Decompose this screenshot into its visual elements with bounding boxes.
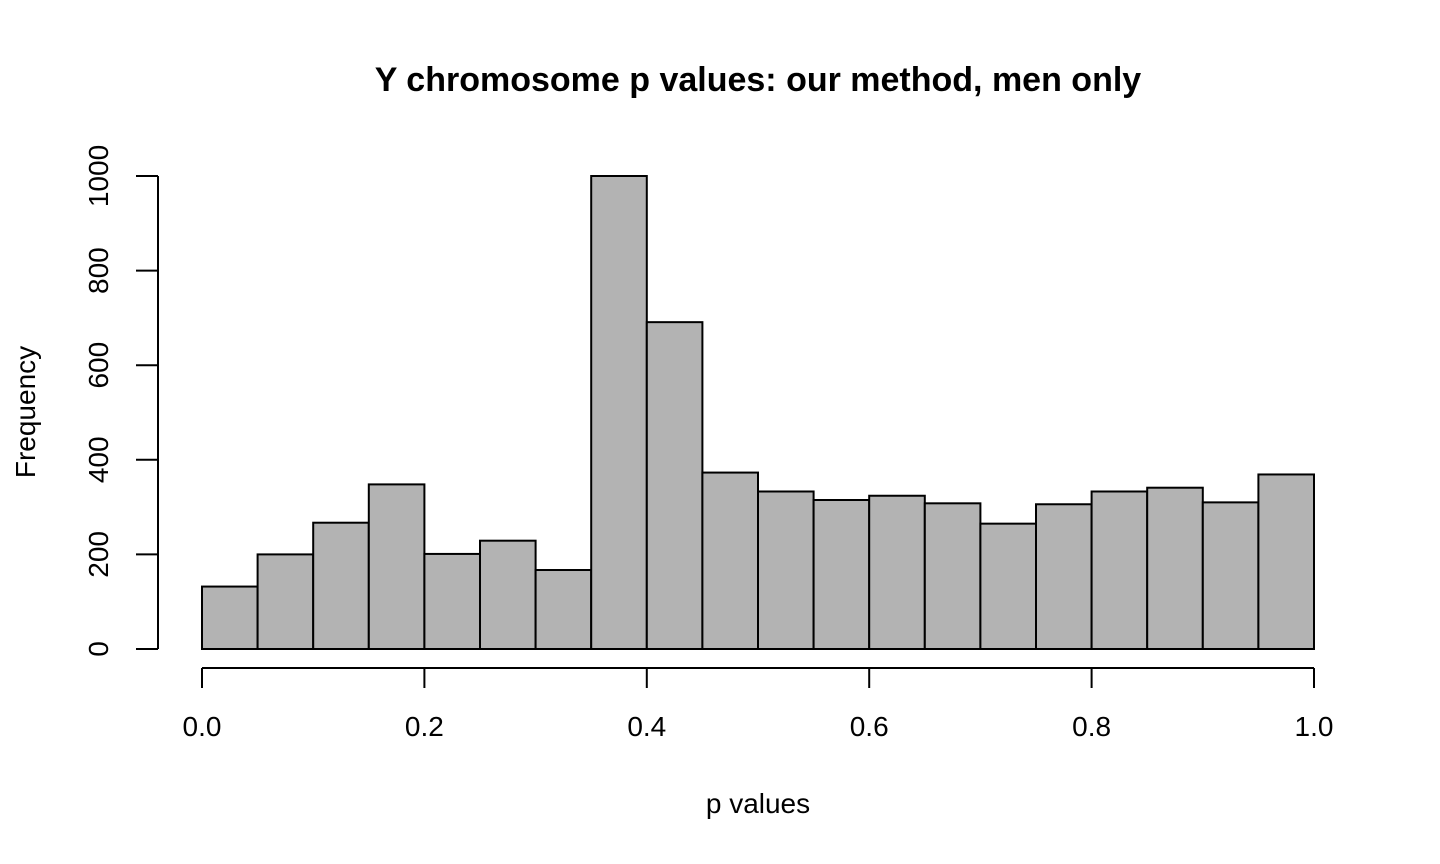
histogram-bar — [423, 552, 481, 650]
histogram-bar — [757, 490, 815, 650]
y-tick-label: 800 — [83, 247, 114, 294]
histogram-bar — [479, 539, 537, 650]
y-tick-label: 0 — [83, 641, 114, 657]
bars-group — [201, 175, 1316, 651]
x-tick-label: 0.0 — [183, 711, 222, 742]
x-axis-title: p values — [706, 788, 810, 819]
histogram-bar — [367, 483, 426, 650]
y-tick-label: 400 — [83, 436, 114, 483]
x-tick-label: 1.0 — [1295, 711, 1334, 742]
histogram-bar — [701, 471, 760, 651]
histogram-bar — [312, 521, 370, 650]
histogram-bar — [201, 585, 259, 651]
histogram-bar — [1146, 486, 1204, 650]
x-axis: 0.0 0.2 0.4 0.6 0.8 1.0 — [183, 667, 1334, 742]
histogram-bar — [923, 502, 982, 651]
y-tick-label: 1000 — [83, 145, 114, 207]
histogram-bar — [590, 175, 648, 650]
histogram-bar — [812, 499, 871, 650]
y-axis-title: Frequency — [10, 346, 41, 478]
histogram-bar — [1257, 473, 1316, 651]
histogram-bar — [1201, 501, 1260, 650]
histogram-bar — [868, 494, 926, 650]
y-axis: 0 200 400 600 800 1000 — [83, 145, 159, 657]
x-tick-label: 0.4 — [627, 711, 666, 742]
x-tick-label: 0.6 — [850, 711, 889, 742]
histogram-bar — [645, 321, 704, 650]
histogram-bar — [534, 569, 593, 650]
histogram-bar — [256, 553, 315, 651]
histogram-bar — [1035, 503, 1093, 650]
x-tick-label: 0.2 — [405, 711, 444, 742]
chart-title: Y chromosome p values: our method, men o… — [375, 61, 1142, 99]
y-tick-label: 200 — [83, 531, 114, 578]
histogram-bar — [1090, 490, 1149, 650]
y-tick-label: 600 — [83, 342, 114, 389]
histogram-bar — [979, 522, 1038, 651]
x-tick-label: 0.8 — [1072, 711, 1111, 742]
